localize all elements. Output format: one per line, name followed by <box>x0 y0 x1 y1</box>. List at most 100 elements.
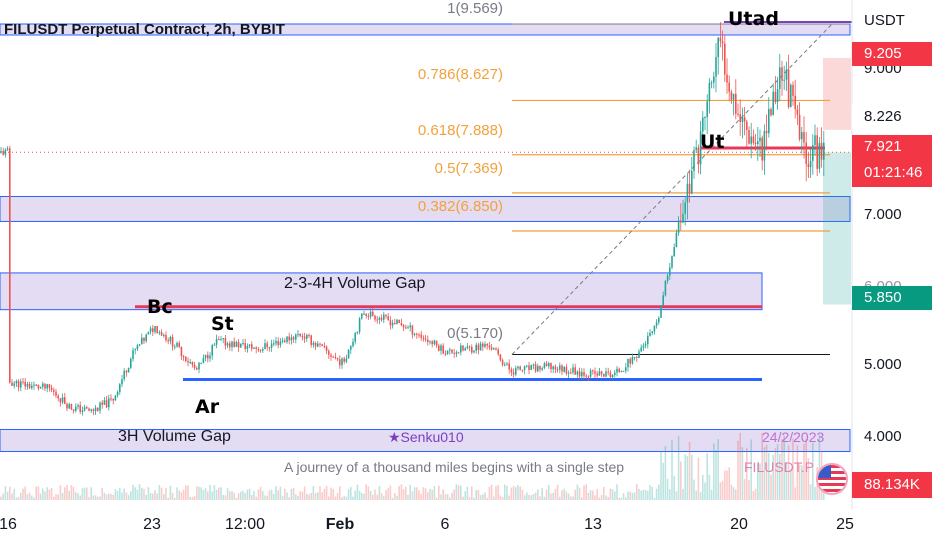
volume-bar <box>640 490 642 500</box>
y-tick: 5.000 <box>864 356 902 373</box>
volume-bar <box>396 495 398 500</box>
volume-bar <box>251 494 253 500</box>
candle-body <box>9 148 11 383</box>
candle-body <box>46 384 48 389</box>
volume-bar <box>706 453 708 500</box>
volume-bar <box>141 487 143 500</box>
volume-bar <box>270 489 273 500</box>
volume-bar <box>743 479 746 500</box>
volume-bar <box>152 493 154 500</box>
volume-bar <box>310 492 312 500</box>
volume-bar <box>790 469 792 500</box>
volume-bar <box>387 488 389 500</box>
volume-bar <box>123 488 125 500</box>
candle-body <box>673 247 675 256</box>
volume-bar <box>328 496 330 500</box>
candle-body <box>541 368 543 370</box>
fib-label: 0.382(6.850) <box>417 198 503 215</box>
candle-body <box>565 367 568 374</box>
volume-bar <box>292 487 295 500</box>
candle-body <box>339 359 341 366</box>
candle-body <box>407 327 409 329</box>
candle-body <box>647 335 649 345</box>
volume-bar <box>389 485 392 500</box>
volume-bar <box>504 484 506 500</box>
volume-bar <box>174 497 176 500</box>
candle-body <box>112 398 114 401</box>
candle-body <box>101 402 103 405</box>
candle-body <box>143 337 145 342</box>
volume-bar <box>794 487 796 500</box>
candle-body <box>587 376 590 378</box>
candle-body <box>22 381 24 383</box>
volume-bar <box>717 439 719 500</box>
volume-bar <box>187 485 189 500</box>
volume-bar <box>288 497 290 500</box>
candle-body <box>270 343 273 348</box>
volume-bar <box>418 490 420 500</box>
candle-body <box>765 130 768 134</box>
volume-bar <box>248 488 251 500</box>
candle-body <box>794 95 796 110</box>
volume-bar <box>715 450 717 500</box>
candle-body <box>812 144 814 161</box>
candle-body <box>352 341 354 347</box>
volume-bar <box>673 475 675 500</box>
volume-bar <box>394 493 396 500</box>
candle-body <box>361 313 363 319</box>
candle-body <box>152 328 154 332</box>
volume-bar <box>220 487 222 500</box>
volume-bar <box>713 443 715 500</box>
candle-body <box>739 114 741 122</box>
candle-body <box>655 322 658 326</box>
candle-body <box>48 384 51 388</box>
volume-bar <box>240 491 242 500</box>
candle-body <box>596 373 598 376</box>
volume-bar <box>768 452 770 500</box>
candle-body <box>453 352 455 354</box>
volume-bar <box>774 448 777 500</box>
volume-bar <box>92 495 95 500</box>
candle-body <box>741 117 744 122</box>
volume-bar <box>462 496 464 500</box>
candle-body <box>198 362 200 370</box>
candle-body <box>686 183 689 203</box>
fib-label: 1(9.569) <box>447 0 503 17</box>
volume-bar <box>233 492 235 500</box>
candle-body <box>332 356 334 358</box>
candle-body <box>818 142 821 169</box>
candle-body <box>66 403 68 409</box>
volume-bar <box>559 496 561 500</box>
candle-body <box>746 121 748 131</box>
candle-body <box>145 334 147 342</box>
volume-bar <box>105 494 108 500</box>
candle-body <box>578 371 581 377</box>
volume-bar <box>134 487 136 500</box>
candle-body <box>209 355 211 359</box>
candle-body <box>323 346 326 348</box>
volume-bar <box>53 496 55 500</box>
volume-bar <box>660 451 662 500</box>
wyckoff-label: St <box>211 313 234 335</box>
candle-body <box>207 354 209 359</box>
volume-bar <box>57 494 59 500</box>
volume-bar <box>761 433 763 500</box>
candle-body <box>508 363 510 370</box>
candle-body <box>640 347 642 352</box>
candle-body <box>539 365 541 370</box>
candle-body <box>233 341 235 347</box>
candle-body <box>726 74 728 83</box>
candle-body <box>248 344 251 346</box>
candle-body <box>369 311 372 317</box>
volume-bar <box>72 486 75 500</box>
volume-bar <box>411 491 414 500</box>
candle-body <box>713 76 715 83</box>
countdown-tag: 01:21:46 <box>852 159 932 187</box>
candle-body <box>477 344 480 351</box>
candle-body <box>310 335 312 345</box>
volume-bar <box>482 494 484 500</box>
candle-body <box>35 384 37 386</box>
volume-bar <box>295 494 297 500</box>
x-tick: 23 <box>143 516 161 533</box>
